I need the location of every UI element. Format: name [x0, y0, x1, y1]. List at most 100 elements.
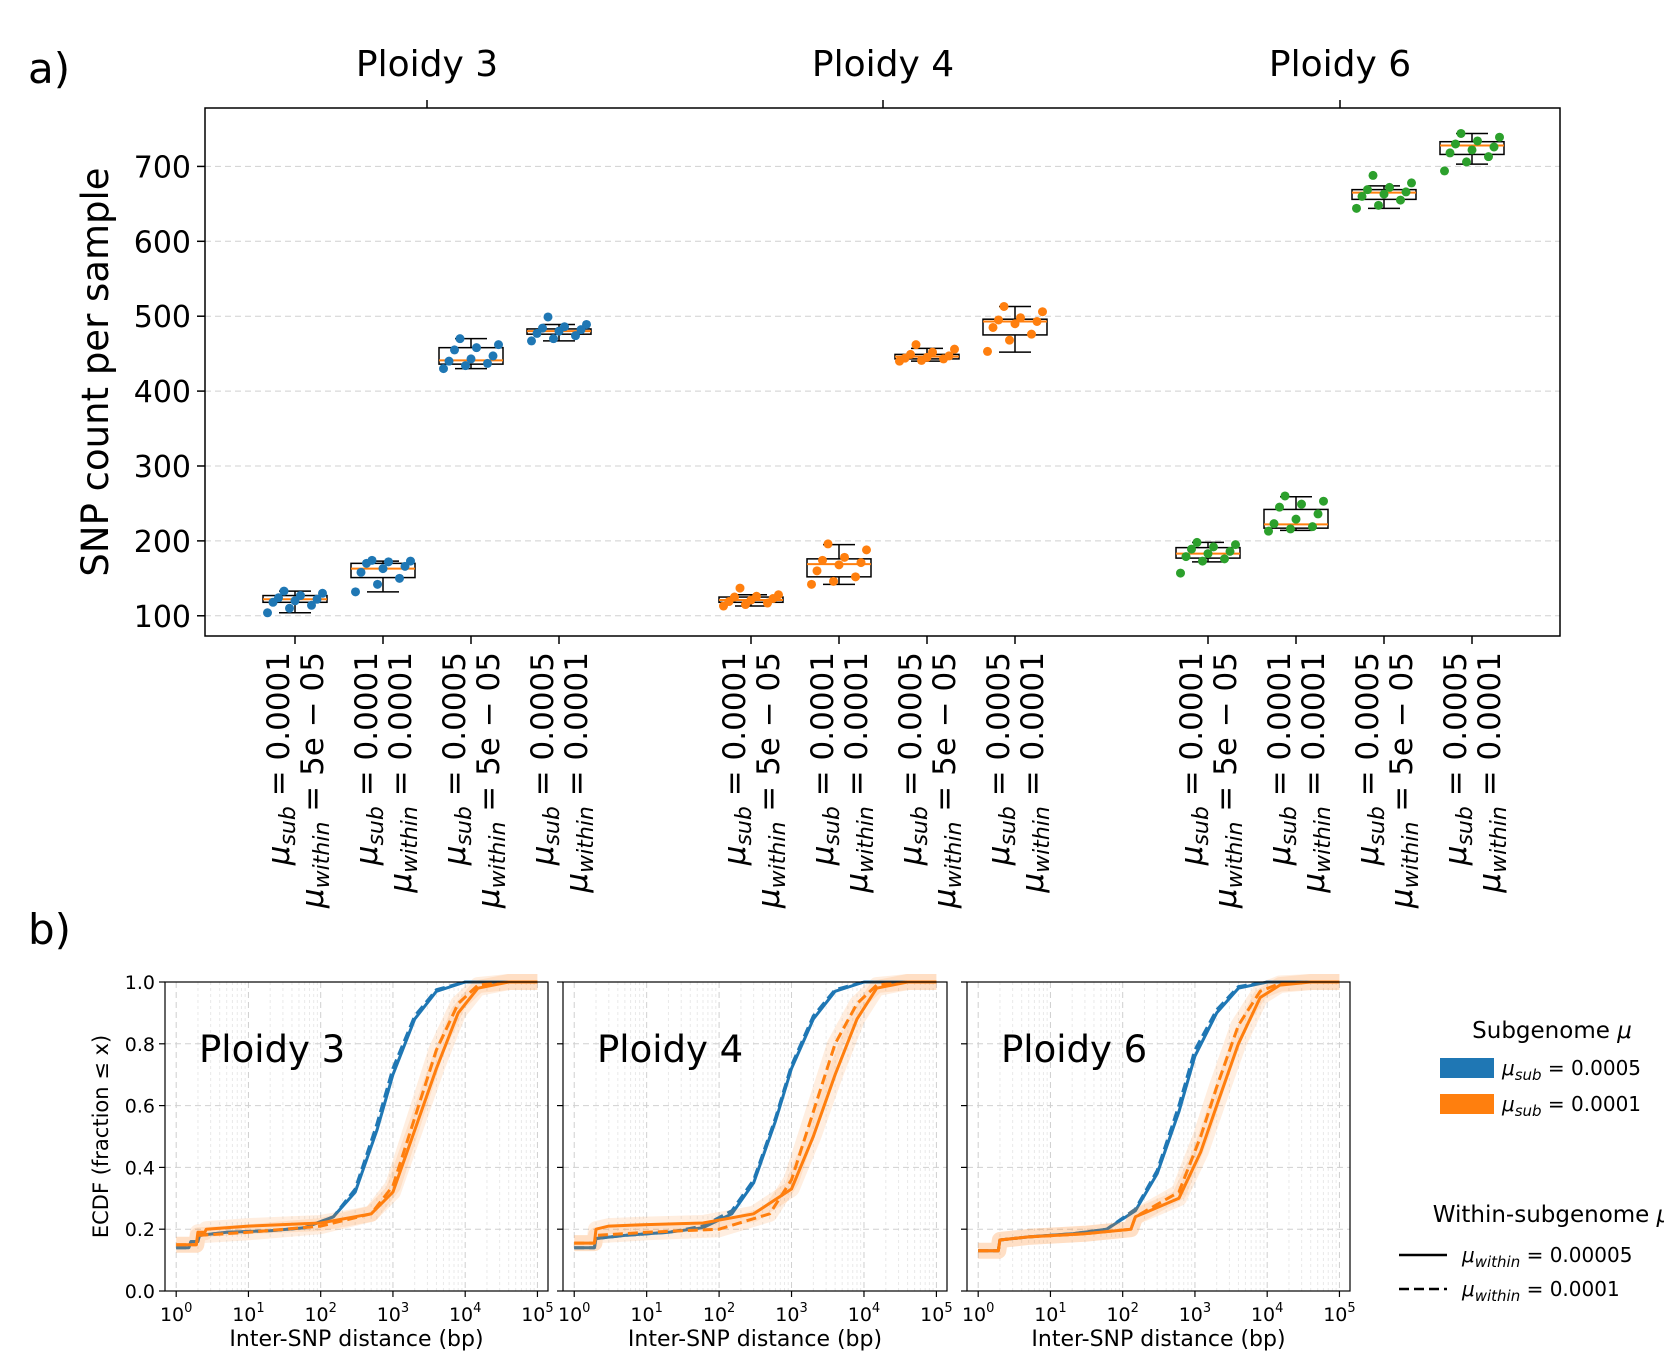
ecdf-line-blue-solid [176, 980, 538, 1250]
x-tick-label: μwithin = 0.0001 [383, 652, 423, 894]
legend-title-text: Subgenome [1472, 1018, 1617, 1044]
tick-base: 10 [920, 1304, 944, 1326]
label-value: = 0.0001 [1015, 652, 1051, 806]
mu-subscript: sub [276, 806, 301, 845]
tick-exponent: 5 [1347, 1301, 1355, 1316]
x-axis-label: Inter-SNP distance (bp) [229, 1327, 483, 1352]
mu-symbol: μ [1174, 846, 1210, 867]
group-title: Ploidy 3 [356, 44, 498, 85]
mu-subscript: sub [452, 806, 477, 845]
data-point [1225, 546, 1235, 556]
panel-frame [164, 981, 549, 1292]
data-point [1032, 316, 1042, 326]
data-point [483, 358, 492, 368]
y-tick-label: 600 [134, 225, 191, 260]
y-axis-label: SNP count per sample [74, 167, 117, 576]
mu-symbol: μ [525, 846, 561, 867]
mu-subscript: within [1223, 822, 1248, 889]
mu-symbol: μ [1616, 1018, 1632, 1044]
y-tick-label: 0.0 [125, 1281, 155, 1303]
x-tick-label: μsub = 0.0005 [525, 652, 565, 866]
mu-symbol: μ [893, 846, 929, 867]
data-point [1269, 519, 1279, 529]
panel-frame [562, 981, 948, 1292]
tick-base: 10 [521, 1304, 545, 1326]
data-point [488, 351, 498, 361]
mu-subscript: sub [364, 806, 389, 845]
legend-subgenome-title: Subgenome μ [1472, 1018, 1632, 1044]
data-point [1319, 496, 1328, 506]
data-point [928, 347, 937, 357]
legend-title-text: Within-subgenome [1433, 1202, 1657, 1228]
tick-base: 10 [558, 1304, 582, 1326]
data-point [318, 588, 327, 598]
tick-exponent: 1 [655, 1301, 663, 1316]
box-0-0 [262, 586, 328, 618]
data-point [730, 592, 739, 602]
data-point [1484, 152, 1493, 162]
mu-symbol: μ [1384, 888, 1420, 909]
x-tick-label: μsub = 0.0001 [1174, 652, 1214, 866]
data-point [807, 579, 816, 589]
tick-exponent: 0 [184, 1301, 192, 1316]
data-point [560, 322, 569, 332]
data-point [461, 361, 470, 371]
data-point [983, 346, 992, 356]
label-value: = 0.0001 [1520, 1277, 1619, 1301]
tick-exponent: 3 [1203, 1301, 1211, 1316]
confidence-band [176, 974, 538, 1253]
data-point [571, 331, 580, 341]
data-point [367, 555, 377, 565]
x-tick-label: μwithin = 5e − 05 [1208, 652, 1248, 909]
mu-subscript: within [854, 806, 879, 873]
box-0-3 [526, 312, 592, 346]
tick-exponent: 0 [986, 1301, 994, 1316]
data-point [450, 345, 459, 355]
data-point [1313, 509, 1323, 519]
data-point [752, 591, 761, 601]
tick-exponent: 2 [727, 1301, 735, 1316]
data-point [950, 344, 959, 354]
data-point [1456, 128, 1466, 138]
data-point [906, 349, 915, 359]
mu-symbol: μ [805, 846, 841, 867]
tick-base: 10 [232, 1304, 256, 1326]
data-point [1451, 139, 1460, 149]
mu-subscript: within [1311, 806, 1336, 873]
group-title: Ploidy 6 [1269, 44, 1411, 85]
mu-subscript: within [310, 822, 335, 889]
box-1-1 [806, 539, 872, 589]
mu-subscript: within [1399, 822, 1424, 889]
tick-exponent: 1 [1058, 1301, 1066, 1316]
tick-base: 10 [962, 1304, 986, 1326]
ecdf-line-orange-solid [978, 980, 1340, 1253]
data-point [1286, 524, 1295, 534]
x-tick-label: μwithin = 5e − 05 [295, 652, 335, 909]
tick-base: 10 [848, 1304, 872, 1326]
tick-exponent: 5 [545, 1301, 553, 1316]
y-tick-label: 0.4 [125, 1157, 155, 1179]
label-value: = 0.0001 [805, 652, 841, 806]
legend-label: μwithin = 0.00005 [1461, 1243, 1632, 1271]
mu-subscript: within [766, 822, 791, 889]
x-tick-label: μsub = 0.0005 [893, 652, 933, 866]
label-value: = 0.0005 [1542, 1056, 1641, 1080]
data-point [1462, 157, 1471, 167]
legend-within-title: Within-subgenome μ [1433, 1202, 1664, 1228]
tick-base: 10 [304, 1304, 328, 1326]
mu-symbol: μ [1461, 1277, 1475, 1301]
mu-symbol: μ [1501, 1056, 1515, 1080]
tick-base: 10 [630, 1304, 654, 1326]
x-tick-label: 101 [630, 1301, 662, 1326]
x-tick-label: μsub = 0.0001 [261, 652, 301, 866]
data-point [1495, 132, 1504, 142]
tick-base: 10 [449, 1304, 473, 1326]
x-tick-label: μwithin = 0.0001 [1015, 652, 1055, 894]
label-value: = 0.0001 [1262, 652, 1298, 806]
panel-a-label: a) [28, 44, 70, 93]
data-point [1440, 166, 1449, 176]
x-tick-label: μwithin = 0.0001 [559, 652, 599, 894]
box-1-2 [894, 340, 960, 366]
